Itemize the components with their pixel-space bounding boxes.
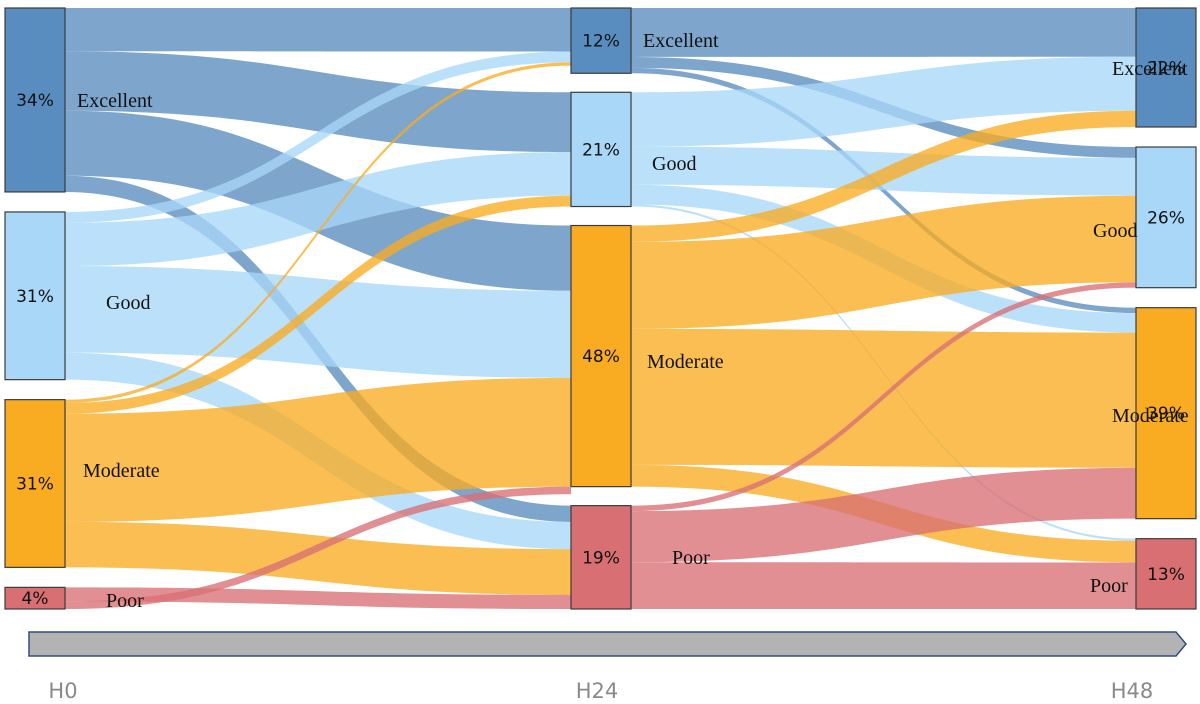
node-bar-h24-good (570, 91, 632, 208)
flow-h24-poor-to-good (631, 282, 1136, 512)
node-label-h24-good: Good (652, 153, 696, 175)
flow-h0-excellent-to-excellent (65, 8, 571, 52)
node-h0-good: 31% Good (4, 211, 150, 381)
node-share-h48-excellent: 22% (1147, 59, 1185, 79)
node-bar-h48-moderate (1135, 307, 1197, 520)
node-h24-poor: 19% Poor (570, 505, 710, 610)
node-label-h0-poor: Poor (106, 590, 144, 612)
node-label-h24-moderate: Moderate (647, 351, 724, 373)
time-labels: H0 H24 H48 (48, 679, 1153, 703)
node-share-h0-good: 31% (16, 287, 54, 307)
node-layer: 34% Excellent 31% Good 31% Moderate 4% Poor 12% E… (4, 7, 1197, 612)
node-h0-moderate: 31% Moderate (4, 399, 160, 568)
flow-h0-moderate-to-poor (65, 521, 571, 595)
node-share-h48-poor: 13% (1147, 565, 1185, 585)
timeline-arrow-shape (28, 631, 1187, 657)
node-share-h0-moderate: 31% (16, 475, 54, 495)
flow-h24-excellent-to-excellent (631, 8, 1136, 57)
node-label-h0-moderate: Moderate (83, 460, 160, 482)
timepoint-label-h48: H48 (1111, 679, 1154, 703)
node-label-h24-excellent: Excellent (643, 30, 719, 52)
flow-layer (65, 8, 1136, 609)
node-bar-h0-poor (4, 586, 66, 610)
flow-h24-moderate-to-good (631, 195, 1136, 329)
flow-h0-moderate-to-good (65, 195, 571, 414)
flow-h0-poor-to-moderate (65, 486, 571, 609)
node-label-h24-poor: Poor (672, 547, 710, 569)
node-bar-h0-good (4, 211, 66, 381)
timepoint-label-h0: H0 (48, 679, 77, 703)
node-label-h48-moderate: Moderate (1112, 405, 1189, 427)
flow-h0-good-to-excellent (65, 51, 571, 223)
flow-h24-good-to-excellent (631, 56, 1136, 147)
node-h48-excellent: 22%Excellent (1112, 7, 1197, 128)
flow-h24-poor-to-poor (631, 562, 1136, 609)
flow-h0-excellent-to-good (65, 51, 571, 153)
node-bar-h48-excellent (1135, 7, 1197, 128)
flow-h0-good-to-good (65, 152, 571, 267)
node-h0-poor: 4% Poor (4, 586, 144, 612)
node-bar-h0-excellent (4, 7, 66, 193)
flow-h0-good-to-moderate (65, 266, 571, 378)
node-h48-good: 26% Good (1093, 146, 1197, 289)
node-label-h48-excellent: Excellent (1112, 58, 1188, 80)
node-bar-h24-excellent (570, 7, 632, 74)
node-h24-good: 21% Good (570, 91, 696, 208)
node-label-h0-excellent: Excellent (77, 90, 153, 112)
node-label-h48-poor: Poor (1090, 575, 1128, 597)
timepoint-label-h24: H24 (576, 679, 619, 703)
node-h48-poor: 13% Poor (1090, 538, 1197, 610)
node-label-h0-good: Good (106, 292, 150, 314)
node-bar-h24-poor (570, 505, 632, 610)
node-share-h24-moderate: 48% (582, 347, 620, 367)
flow-h24-excellent-to-moderate (631, 67, 1136, 314)
flow-h0-moderate-to-moderate (65, 377, 571, 522)
node-share-h24-poor: 19% (582, 548, 620, 568)
node-bar-h0-moderate (4, 399, 66, 568)
node-share-h24-good: 21% (582, 140, 620, 160)
node-h0-excellent: 34% Excellent (4, 7, 153, 193)
flow-h24-moderate-to-excellent (631, 110, 1136, 242)
node-share-h0-excellent: 34% (16, 91, 54, 111)
flow-h0-moderate-to-excellent (65, 62, 571, 403)
node-h24-excellent: 12% Excellent (570, 7, 719, 74)
timeline-arrow (28, 631, 1187, 657)
flow-h24-poor-to-moderate (631, 467, 1136, 563)
node-bar-h48-good (1135, 146, 1197, 289)
node-h24-moderate: 48% Moderate (570, 224, 724, 488)
node-share-h48-good: 26% (1147, 208, 1185, 228)
node-bar-h48-poor (1135, 538, 1197, 610)
node-label-h48-good: Good (1093, 220, 1137, 242)
node-bar-h24-moderate (570, 224, 632, 488)
node-h48-moderate: 39%Moderate (1112, 307, 1197, 520)
node-share-h0-poor: 4% (22, 589, 49, 609)
node-share-h48-moderate: 39% (1147, 404, 1185, 424)
node-share-h24-excellent: 12% (582, 32, 620, 52)
